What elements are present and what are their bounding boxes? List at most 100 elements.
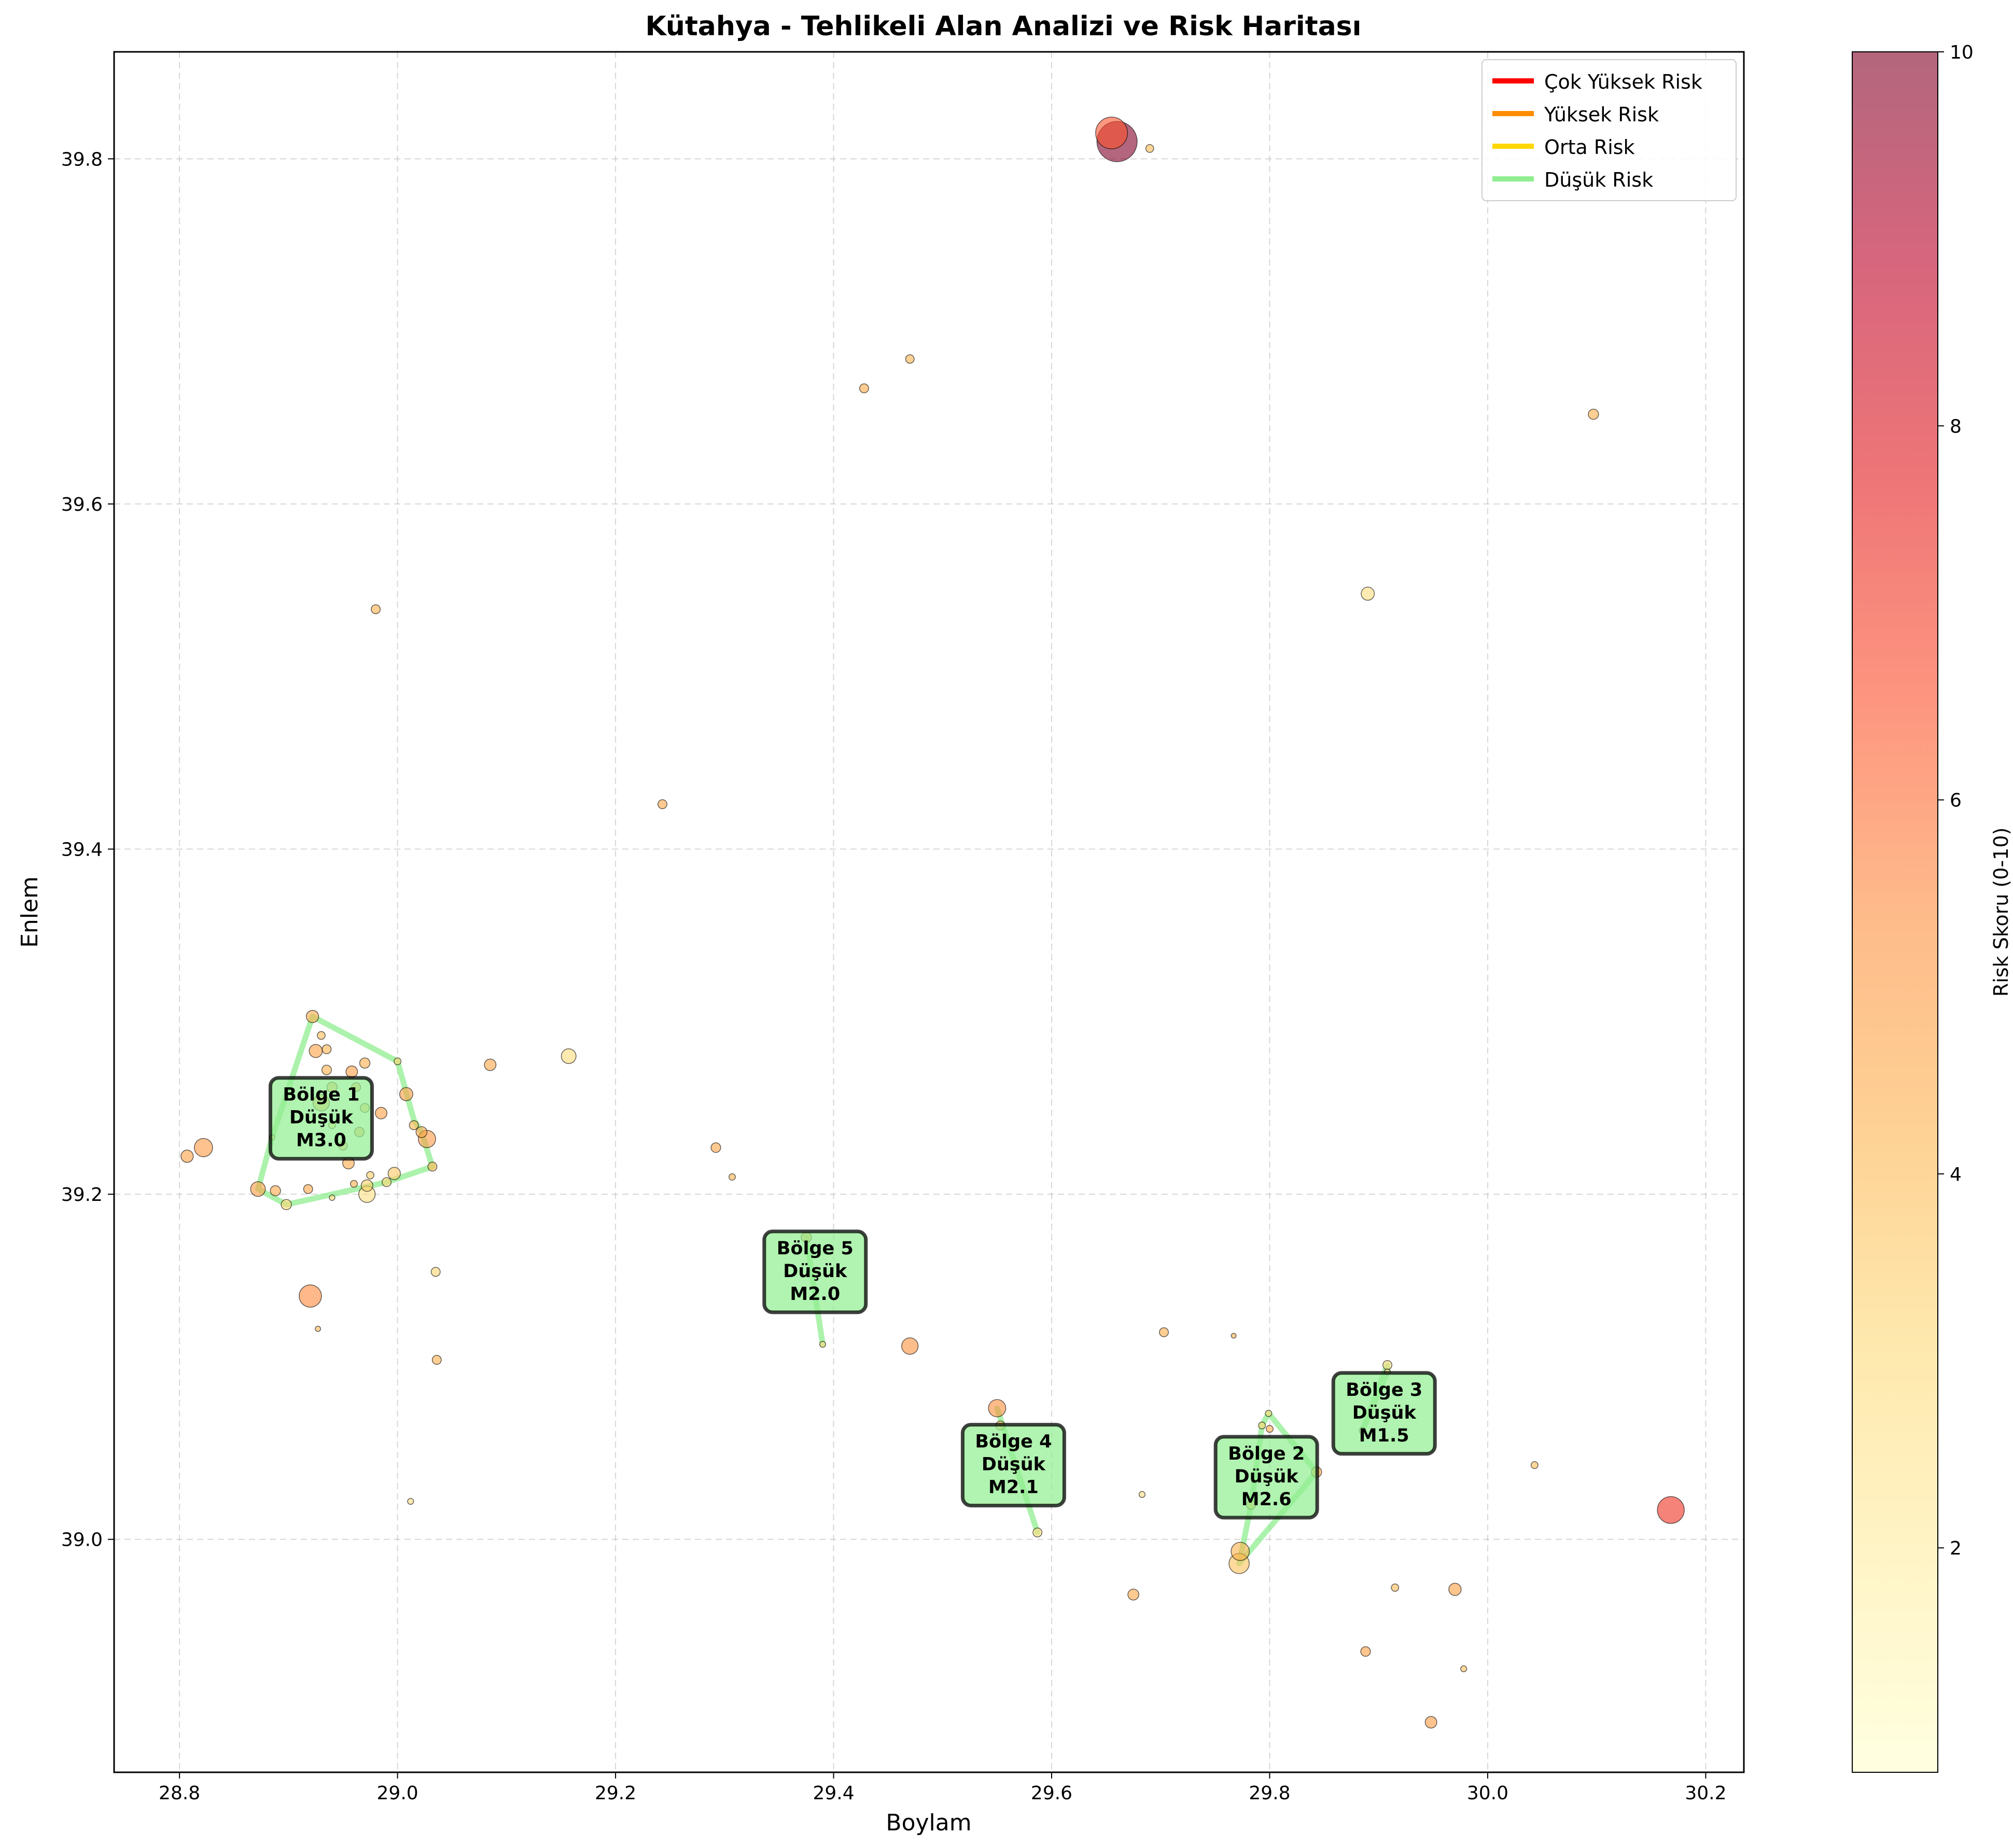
scatter-point <box>360 1179 373 1192</box>
colorbar-gradient <box>1852 51 1938 1773</box>
scatter-point <box>1360 1646 1371 1657</box>
y-tick-label: 39.2 <box>61 1184 103 1206</box>
legend-label-very-high-risk: Çok Yüksek Risk <box>1544 71 1702 93</box>
scatter-point <box>484 1058 497 1071</box>
colorbar-tick-label: 4 <box>1950 1164 1962 1185</box>
scatter-point <box>317 1031 326 1040</box>
scatter-point <box>431 1355 442 1365</box>
x-tick-label: 29.2 <box>595 1783 636 1804</box>
y-tick-label: 39.8 <box>61 149 103 170</box>
scatter-point <box>1138 1491 1146 1498</box>
zone-label-text: Düşük <box>982 1454 1046 1475</box>
y-axis-label: Enlem <box>17 876 43 948</box>
colorbar-tick-label: 2 <box>1950 1538 1962 1559</box>
zone-label-box <box>268 1076 374 1161</box>
zone-label-box <box>762 1229 868 1314</box>
scatter-point <box>371 604 381 614</box>
scatter-point <box>281 1199 292 1210</box>
x-tick-label: 29.0 <box>377 1783 418 1804</box>
colorbar-tick-label: 6 <box>1950 790 1962 811</box>
zone-label-text: M1.5 <box>1359 1425 1409 1446</box>
scatter-point <box>315 1325 321 1332</box>
scatter-point <box>399 1087 413 1101</box>
scatter-point <box>1095 116 1128 149</box>
scatter-point <box>303 1184 313 1194</box>
legend: Çok Yüksek Risk Yüksek Risk Orta Risk Dü… <box>1481 59 1737 201</box>
scatter-point <box>375 1107 388 1119</box>
scatter-point <box>394 1057 402 1066</box>
scatter-point <box>430 1267 441 1277</box>
scatter-point <box>1382 1360 1392 1370</box>
scatter-point <box>561 1048 577 1064</box>
scatter-point <box>305 1010 319 1023</box>
scatter-point <box>270 1185 281 1197</box>
scatter-point <box>1460 1665 1467 1672</box>
x-tick-label: 29.4 <box>813 1783 854 1804</box>
x-tick-label: 29.6 <box>1031 1783 1072 1804</box>
scatter-point <box>1588 409 1599 420</box>
scatter-point <box>194 1138 213 1157</box>
legend-label-low-risk: Düşük Risk <box>1544 169 1653 191</box>
y-tick-label: 39.6 <box>61 494 103 515</box>
scatter-point <box>1424 1716 1437 1729</box>
zone-label-text: Düşük <box>1235 1466 1299 1487</box>
scatter-point <box>1145 144 1154 153</box>
scatter-point <box>250 1181 266 1197</box>
scatter-point <box>407 1497 414 1505</box>
legend-label-medium-risk: Orta Risk <box>1544 136 1635 159</box>
scatter-point <box>1391 1584 1400 1592</box>
scatter-point <box>1032 1527 1043 1537</box>
scatter-point <box>359 1057 371 1069</box>
scatter-point <box>859 383 869 394</box>
zone-label-text: M2.6 <box>1241 1489 1292 1510</box>
scatter-point <box>1657 1496 1685 1524</box>
y-tick-label: 39.4 <box>61 839 103 861</box>
x-tick-label: 30.0 <box>1467 1783 1508 1804</box>
zone-label-box <box>1213 1435 1319 1520</box>
chart-title: Kütahya - Tehlikeli Alan Analizi ve Risk… <box>646 11 1362 42</box>
zone-label-text: M2.0 <box>790 1284 840 1305</box>
zone-label-text: M3.0 <box>296 1130 346 1151</box>
y-axis-ticks: 39.0 39.2 39.4 39.6 39.8 <box>61 149 114 1551</box>
scatter-point <box>1231 1542 1250 1561</box>
scatter-point <box>1127 1588 1140 1601</box>
legend-item-high-risk: Yüksek Risk <box>1492 103 1659 126</box>
scatter-point <box>427 1161 438 1172</box>
zone-label-text: Düşük <box>1352 1403 1417 1423</box>
scatter-point <box>409 1120 419 1130</box>
scatter-point <box>1361 586 1375 601</box>
x-axis-label: Boylam <box>886 1810 971 1836</box>
scatter-point <box>710 1142 721 1153</box>
colorbar-tick-label: 8 <box>1950 416 1962 437</box>
legend-box <box>1481 59 1737 201</box>
scatter-point <box>729 1173 736 1181</box>
zone-label-text: Bölge 3 <box>1346 1380 1422 1401</box>
scatter-point <box>309 1044 323 1058</box>
scatter-point <box>299 1284 322 1308</box>
scatter-point <box>1258 1421 1266 1430</box>
scatter-point <box>415 1126 428 1138</box>
scatter-point <box>366 1171 374 1180</box>
scatter-point <box>1266 1425 1274 1433</box>
scatter-point <box>988 1399 1007 1418</box>
scatter-point <box>1231 1333 1237 1339</box>
y-tick-label: 39.0 <box>61 1530 103 1551</box>
zone-label-text: M2.1 <box>988 1477 1039 1498</box>
x-tick-label: 28.8 <box>159 1783 200 1804</box>
scatter-point <box>819 1341 827 1348</box>
scatter-point <box>1448 1583 1462 1596</box>
x-tick-label: 29.8 <box>1249 1783 1290 1804</box>
scatter-point <box>321 1044 332 1055</box>
zone-label-text: Düşük <box>289 1108 354 1128</box>
colorbar-label: Risk Skoru (0-10) <box>1990 828 2012 997</box>
scatter-point <box>1159 1327 1169 1337</box>
scatter-point <box>658 799 667 809</box>
zone-label-text: Bölge 4 <box>975 1432 1052 1452</box>
scatter-point <box>1530 1461 1539 1469</box>
